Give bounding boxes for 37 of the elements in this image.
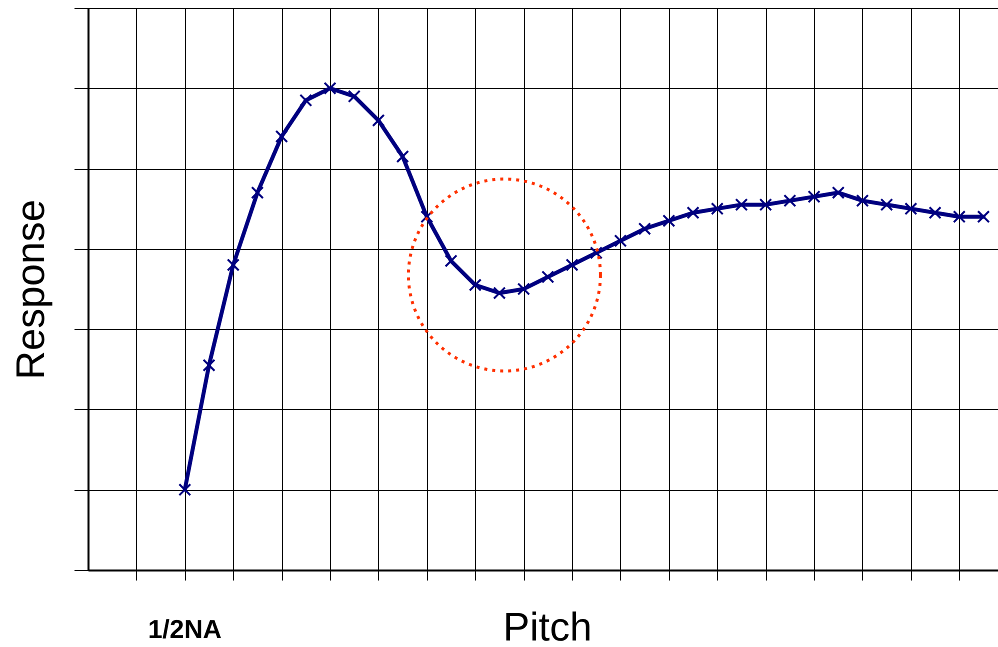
point: [372, 114, 385, 127]
point: [566, 258, 579, 272]
point: [541, 270, 554, 284]
point: [444, 254, 458, 268]
point: [492, 286, 506, 300]
point: [880, 198, 894, 212]
point: [759, 198, 772, 212]
point: [977, 210, 990, 224]
point: [250, 186, 264, 200]
point: [468, 278, 482, 292]
point: [686, 206, 700, 220]
point: [178, 483, 192, 496]
point: [324, 82, 336, 95]
point: [808, 190, 821, 204]
point: [638, 222, 652, 236]
point: [832, 186, 845, 200]
x-axis-title: Pitch: [503, 606, 592, 647]
point: [952, 210, 966, 224]
point: [928, 206, 942, 220]
point: [783, 194, 796, 208]
point: [662, 214, 676, 228]
point: [275, 130, 288, 143]
point: [299, 94, 312, 107]
point: [904, 202, 918, 216]
point: [517, 282, 530, 296]
point: [348, 90, 361, 103]
point: [614, 234, 627, 248]
point: [856, 194, 869, 208]
point: [396, 150, 410, 164]
point: [420, 210, 434, 224]
point: [710, 202, 724, 216]
text: 1/2NA: [148, 614, 222, 644]
y-axis-title: Response: [9, 199, 53, 380]
point: [202, 358, 216, 372]
point: [734, 198, 748, 212]
point: [590, 246, 603, 260]
point: [226, 258, 240, 272]
